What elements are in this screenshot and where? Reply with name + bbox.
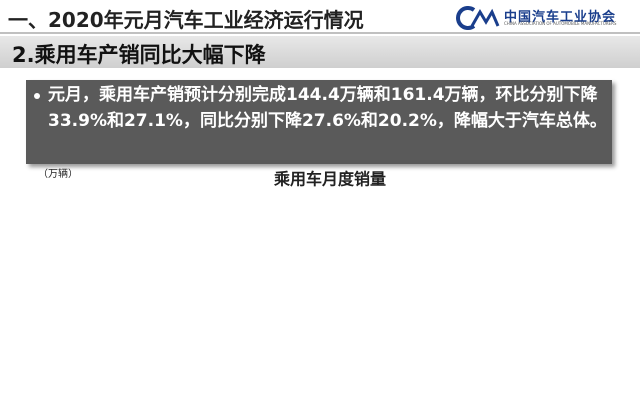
header-title: 一、2020年元月汽车工业经济运行情况	[8, 8, 364, 32]
bullet-text: 元月，乘用车产销预计分别完成144.4万辆和161.4万辆，环比分别下降33.9…	[48, 85, 607, 131]
bullet-dot	[34, 93, 40, 99]
y-axis-label: （万辆）	[38, 167, 78, 180]
chart-title: 乘用车月度销量	[273, 170, 386, 189]
chart: 乘用车月度销量 （万辆）	[38, 167, 386, 189]
logo: 0501001502002503001月2月3月4月5月6月7月8月9月10月1…	[452, 6, 632, 30]
bullet-box: 元月，乘用车产销预计分别完成144.4万辆和161.4万辆，环比分别下降33.9…	[26, 80, 612, 164]
logo-icon: 0501001502002503001月2月3月4月5月6月7月8月9月10月1…	[456, 6, 500, 30]
logo-text: 中国汽车工业协会	[504, 10, 617, 25]
section-title: 2.乘用车产销同比大幅下降	[12, 43, 266, 67]
logo-subtext: CHINA ASSOCIATION OF AUTOMOBILE MANUFACT…	[504, 21, 617, 26]
header: 一、2020年元月汽车工业经济运行情况 0501001502002503001月…	[0, 0, 640, 34]
section-bar: 2.乘用车产销同比大幅下降	[0, 36, 640, 68]
